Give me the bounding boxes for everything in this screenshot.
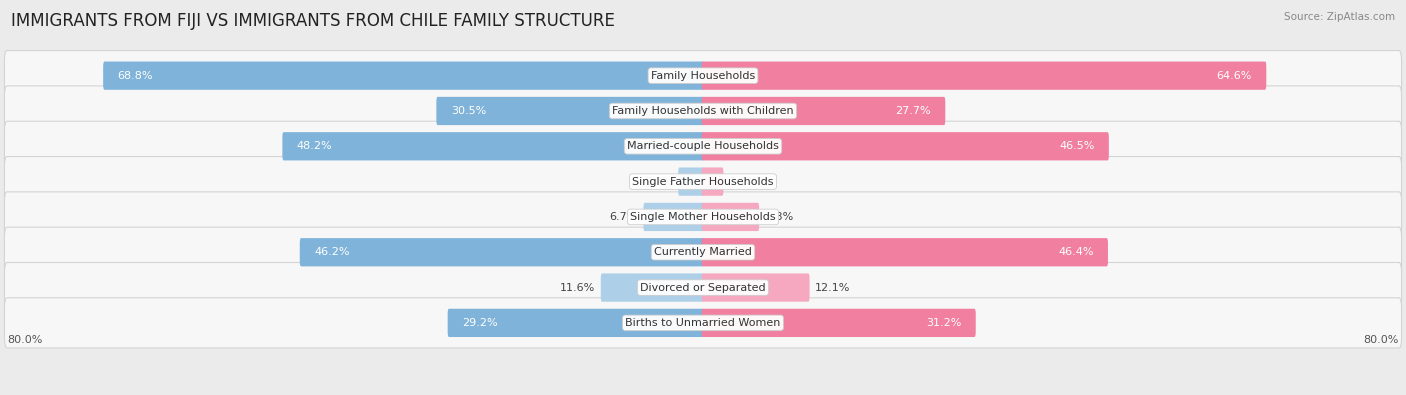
FancyBboxPatch shape [4,192,1402,242]
FancyBboxPatch shape [600,273,704,302]
FancyBboxPatch shape [644,203,704,231]
FancyBboxPatch shape [702,238,1108,266]
Text: 27.7%: 27.7% [896,106,931,116]
Text: 46.5%: 46.5% [1059,141,1094,151]
Text: 46.2%: 46.2% [314,247,350,257]
Text: 11.6%: 11.6% [560,282,595,293]
FancyBboxPatch shape [4,86,1402,136]
Text: 12.1%: 12.1% [815,282,851,293]
Text: 2.2%: 2.2% [730,177,758,186]
Text: 68.8%: 68.8% [118,71,153,81]
FancyBboxPatch shape [702,62,1267,90]
FancyBboxPatch shape [702,273,810,302]
FancyBboxPatch shape [4,51,1402,101]
Text: Divorced or Separated: Divorced or Separated [640,282,766,293]
Text: 80.0%: 80.0% [1364,335,1399,345]
FancyBboxPatch shape [447,309,704,337]
FancyBboxPatch shape [702,97,945,125]
Text: Family Households: Family Households [651,71,755,81]
Text: 30.5%: 30.5% [451,106,486,116]
FancyBboxPatch shape [436,97,704,125]
Text: 80.0%: 80.0% [7,335,42,345]
Text: IMMIGRANTS FROM FIJI VS IMMIGRANTS FROM CHILE FAMILY STRUCTURE: IMMIGRANTS FROM FIJI VS IMMIGRANTS FROM … [11,12,614,30]
FancyBboxPatch shape [4,156,1402,207]
Text: Source: ZipAtlas.com: Source: ZipAtlas.com [1284,12,1395,22]
FancyBboxPatch shape [702,132,1109,160]
FancyBboxPatch shape [103,62,704,90]
FancyBboxPatch shape [4,263,1402,312]
Text: 6.3%: 6.3% [765,212,793,222]
FancyBboxPatch shape [702,309,976,337]
Text: Births to Unmarried Women: Births to Unmarried Women [626,318,780,328]
FancyBboxPatch shape [702,203,759,231]
FancyBboxPatch shape [4,298,1402,348]
FancyBboxPatch shape [702,167,724,196]
FancyBboxPatch shape [4,121,1402,171]
Text: Single Mother Households: Single Mother Households [630,212,776,222]
Text: 2.7%: 2.7% [644,177,672,186]
Text: 29.2%: 29.2% [463,318,498,328]
FancyBboxPatch shape [678,167,704,196]
Text: 6.7%: 6.7% [609,212,638,222]
Text: Single Father Households: Single Father Households [633,177,773,186]
FancyBboxPatch shape [4,227,1402,277]
Text: 48.2%: 48.2% [297,141,332,151]
Text: 46.4%: 46.4% [1059,247,1094,257]
Text: Currently Married: Currently Married [654,247,752,257]
Text: 64.6%: 64.6% [1216,71,1251,81]
Text: Family Households with Children: Family Households with Children [612,106,794,116]
Text: Married-couple Households: Married-couple Households [627,141,779,151]
FancyBboxPatch shape [283,132,704,160]
Text: 31.2%: 31.2% [927,318,962,328]
FancyBboxPatch shape [299,238,704,266]
